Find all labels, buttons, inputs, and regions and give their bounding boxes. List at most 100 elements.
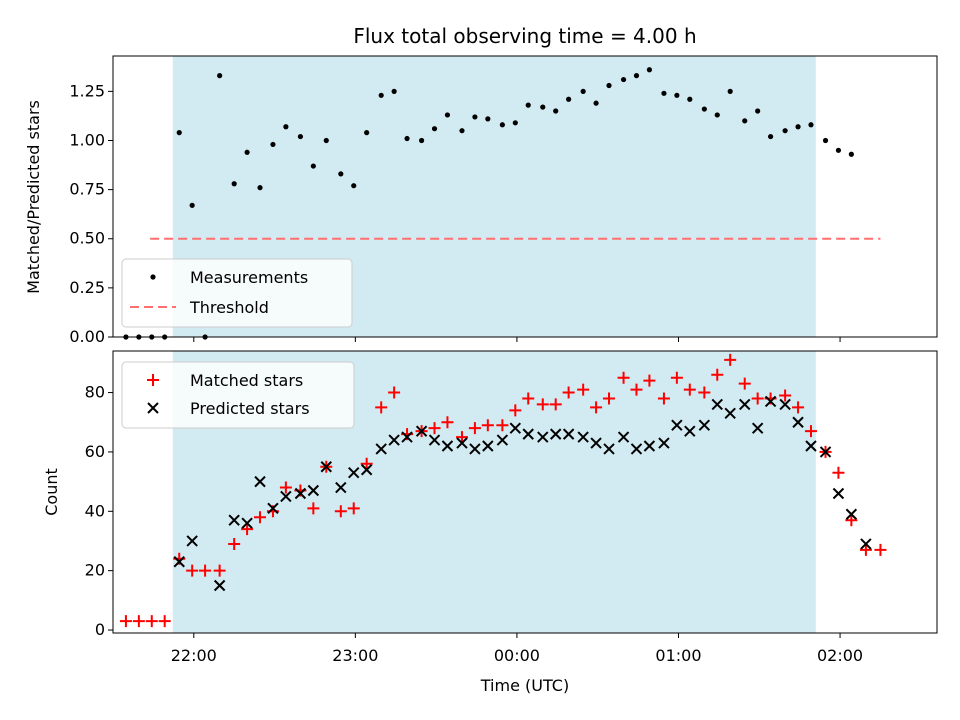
predicted-star-point [562, 428, 575, 440]
measurement-point [297, 133, 304, 140]
matched-star-point [657, 392, 670, 405]
measurement-point [472, 114, 478, 120]
predicted-star-point [792, 416, 804, 428]
count-x-ticks: 22:00 23:00 00:00 01:00 02:00 [171, 633, 863, 665]
y-tick-label: 0 [95, 620, 105, 639]
matched-star-point [468, 422, 481, 435]
legend-marker-predicted [147, 402, 159, 414]
y-tick-label: 0.75 [69, 180, 105, 199]
matched-star-point [334, 505, 347, 518]
matched-star-point [792, 401, 805, 414]
predicted-star-point [537, 431, 549, 443]
predicted-star-point [441, 440, 454, 452]
measurement-point [620, 76, 627, 83]
measurement-point [512, 120, 518, 126]
measurement-point [755, 108, 761, 114]
matched-star-point [859, 543, 872, 556]
measurement-point [606, 82, 612, 89]
matched-star-point [670, 371, 683, 384]
matched-star-point [388, 386, 401, 399]
predicted-star-point [805, 440, 817, 452]
predicted-star-point [764, 395, 777, 408]
matched-star-point [347, 502, 360, 515]
predicted-star-point [522, 428, 534, 440]
count-y-ticks: 0 20 40 60 80 [85, 383, 113, 639]
y-tick-label: 60 [85, 442, 105, 461]
predicted-star-point [469, 443, 481, 455]
legend-marker-measurements [150, 274, 156, 280]
count-panel: 0 20 40 60 80 22:00 23:00 00:00 01:00 02:00 Coun… [42, 350, 938, 695]
y-tick-label: 20 [85, 561, 105, 580]
count-panel-frame [112, 350, 938, 634]
predicted-star-point [401, 431, 413, 443]
matched-star-point [145, 615, 158, 628]
predicted-star-point [549, 428, 562, 440]
predicted-star-point [375, 443, 387, 455]
measurement-point [633, 73, 640, 79]
predicted-star-point [348, 466, 360, 479]
measurement-point [580, 88, 586, 94]
predicted-star-point [254, 475, 266, 488]
predicted-star-point [509, 422, 522, 434]
matched-star-point [241, 523, 254, 536]
measurement-point [217, 73, 223, 79]
predicted-star-point [241, 517, 253, 529]
matched-star-point [738, 377, 751, 390]
matched-star-point [228, 537, 241, 550]
predicted-star-point [671, 419, 683, 431]
measurement-point [782, 128, 788, 134]
matched-star-point [804, 425, 817, 438]
matched-star-point [199, 564, 212, 577]
legend-label-predicted: Predicted stars [190, 399, 310, 418]
matched-star-point [562, 386, 575, 399]
matched-star-point [455, 431, 468, 444]
matched-star-point [751, 392, 764, 405]
y-tick-label: 0.00 [69, 327, 105, 346]
matched-star-point [832, 466, 845, 479]
count-legend: Matched stars Predicted stars [121, 361, 355, 429]
matched-star-point [724, 353, 737, 366]
predicted-star-point [845, 508, 858, 520]
measurement-point [674, 92, 680, 98]
matched-star-point [522, 392, 535, 405]
measurement-point [323, 137, 329, 144]
legend-marker-matched [147, 374, 159, 386]
predicted-star-point [360, 464, 373, 476]
measurement-point [431, 126, 438, 132]
ratio-x-ticks [193, 337, 841, 342]
matched-star-point [279, 481, 292, 494]
y-tick-label: 0.50 [69, 229, 105, 248]
count-y-axis-label: Count [42, 468, 61, 516]
measurement-point [540, 104, 546, 110]
matched-star-point [590, 401, 603, 414]
y-tick-label: 80 [85, 383, 105, 402]
predicted-star-point [577, 431, 589, 443]
legend-label-measurements: Measurements [190, 268, 308, 287]
y-tick-label: 40 [85, 501, 105, 520]
matched-star-point [158, 615, 171, 628]
matched-star-point [360, 457, 373, 470]
matched-star-point [698, 386, 711, 399]
ratio-panel: 0.00 0.25 0.50 0.75 1.00 1.25 Matched/Predict… [24, 55, 938, 346]
predicted-star-point [482, 440, 494, 452]
measurement-point [808, 122, 814, 128]
matched-star-point [509, 404, 522, 417]
ratio-legend: Measurements Threshold [121, 258, 353, 328]
predicted-star-point [590, 437, 602, 449]
y-tick-label: 0.25 [69, 278, 105, 297]
y-tick-label: 1.25 [69, 81, 105, 100]
measurement-points [123, 67, 854, 340]
measurement-point [822, 137, 829, 144]
predicted-star-point [456, 437, 468, 449]
x-tick-label: 23:00 [332, 646, 378, 665]
measurement-point [378, 92, 384, 98]
predicted-star-point [751, 422, 764, 434]
measurement-point [848, 151, 854, 157]
matched-star-point [845, 514, 858, 527]
count-legend-box [121, 361, 355, 429]
measurement-point [338, 171, 344, 177]
chart-title: Flux total observing time = 4.00 h [353, 24, 696, 48]
measurement-point [391, 88, 397, 94]
predicted-star-point [739, 398, 751, 411]
predicted-star-point [603, 443, 615, 455]
